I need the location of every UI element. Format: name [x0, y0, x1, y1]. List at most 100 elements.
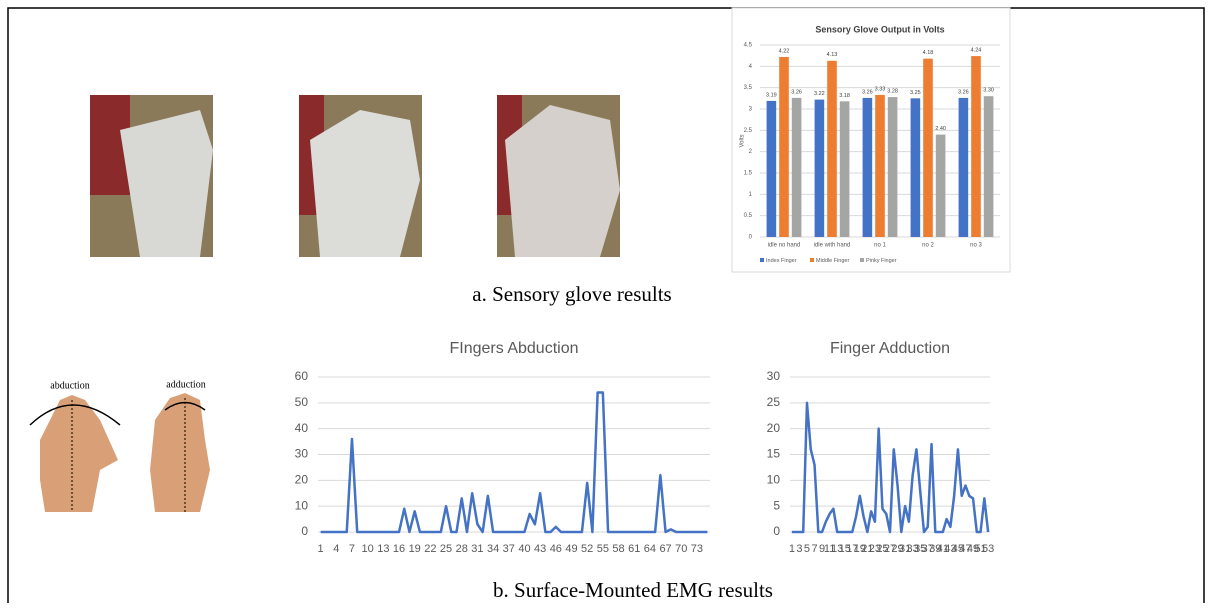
value-label: 3.33: [875, 86, 886, 92]
page: abduction adduction a. Sensory glove res…: [0, 0, 1214, 603]
x-tick-label: 70: [675, 543, 687, 555]
x-tick-label: 46: [550, 543, 562, 555]
glove-photo: [299, 95, 422, 257]
x-tick-label: 3: [796, 543, 802, 555]
y-tick-label: 20: [295, 473, 309, 487]
x-tick-label: no 3: [970, 243, 982, 249]
value-label: 2.40: [935, 126, 946, 132]
x-tick-label: 37: [503, 543, 515, 555]
legend-swatch: [860, 258, 864, 262]
hand-illustration: [30, 393, 210, 512]
value-label: 3.22: [814, 91, 825, 97]
bar: [875, 95, 885, 237]
x-tick-label: 22: [424, 543, 436, 555]
caption: b. Surface-Mounted EMG results: [493, 578, 773, 602]
x-tick-label: 64: [644, 543, 656, 555]
glove-photo: [497, 95, 620, 257]
y-tick-label: 30: [767, 369, 781, 383]
line: [321, 393, 708, 533]
x-tick-label: 4: [333, 543, 339, 555]
y-tick-label: 0: [301, 524, 308, 538]
bar: [815, 100, 825, 237]
value-label: 3.18: [839, 93, 850, 99]
x-tick-label: 73: [691, 543, 703, 555]
y-tick-label: 10: [767, 473, 781, 487]
legend-label: Index Finger: [766, 258, 797, 264]
chart-title: FIngers Abduction: [450, 340, 579, 357]
bar: [971, 56, 981, 237]
x-tick-label: 25: [440, 543, 452, 555]
value-label: 3.26: [958, 89, 969, 95]
y-tick-label: 5: [773, 498, 780, 512]
value-label: 3.19: [766, 92, 777, 98]
y-tick-label: 3.5: [744, 85, 753, 91]
bar: [923, 59, 933, 237]
hand-label: abduction: [50, 380, 89, 391]
y-tick-label: 60: [295, 369, 309, 383]
x-tick-label: 10: [362, 543, 374, 555]
y-tick-label: 0: [773, 524, 780, 538]
x-tick-label: 40: [518, 543, 530, 555]
bar: [767, 101, 777, 237]
bar: [792, 98, 802, 237]
x-tick-label: idle with hand: [814, 243, 851, 249]
bar: [984, 96, 994, 237]
x-tick-label: 13: [377, 543, 389, 555]
y-tick-label: 30: [295, 447, 309, 461]
x-tick-label: 49: [565, 543, 577, 555]
legend-swatch: [810, 258, 814, 262]
chart-title: Sensory Glove Output in Volts: [815, 24, 944, 34]
x-tick-label: 43: [534, 543, 546, 555]
bar: [888, 97, 898, 237]
value-label: 4.13: [827, 52, 838, 58]
x-tick-label: 7: [811, 543, 817, 555]
legend-swatch: [760, 258, 764, 262]
line: [792, 403, 988, 532]
value-label: 3.25: [910, 90, 921, 96]
value-label: 3.26: [791, 89, 802, 95]
bar: [936, 135, 946, 237]
y-tick-label: 1.5: [744, 171, 753, 177]
figure: abduction adduction a. Sensory glove res…: [0, 0, 1214, 603]
glove-photo: [90, 95, 213, 257]
x-tick-label: 28: [456, 543, 468, 555]
chart-title: Finger Adduction: [830, 340, 950, 357]
y-tick-label: 40: [295, 421, 309, 435]
y-tick-label: 50: [295, 395, 309, 409]
value-label: 4.18: [923, 50, 934, 56]
y-tick-label: 2.5: [744, 128, 753, 134]
value-label: 3.30: [983, 88, 994, 94]
legend-label: Middle Finger: [816, 258, 849, 264]
x-tick-label: no 1: [874, 243, 886, 249]
hand-label: adduction: [166, 379, 205, 390]
y-tick-label: 20: [767, 421, 781, 435]
x-tick-label: 52: [581, 543, 593, 555]
x-tick-label: 67: [659, 543, 671, 555]
x-tick-label: 19: [409, 543, 421, 555]
x-tick-label: 7: [349, 543, 355, 555]
value-label: 4.22: [779, 48, 790, 54]
value-label: 3.26: [862, 89, 873, 95]
x-tick-label: 55: [597, 543, 609, 555]
caption: a. Sensory glove results: [472, 282, 671, 306]
y-tick-label: 25: [767, 395, 781, 409]
value-label: 4.24: [971, 48, 982, 54]
x-tick-label: no 2: [922, 243, 934, 249]
x-tick-label: 5: [804, 543, 810, 555]
x-tick-label: 1: [789, 543, 795, 555]
bar: [779, 57, 789, 237]
bar: [827, 61, 837, 237]
bar: [959, 98, 969, 237]
y-tick-label: 10: [295, 498, 309, 512]
bar: [863, 98, 873, 237]
x-tick-label: 53: [982, 543, 994, 555]
x-tick-label: 1: [318, 543, 324, 555]
bar: [911, 98, 921, 237]
y-tick-label: 4.5: [744, 43, 753, 49]
x-tick-label: 16: [393, 543, 405, 555]
legend-label: Pinky Finger: [866, 258, 897, 264]
x-tick-label: 34: [487, 543, 499, 555]
value-label: 3.28: [887, 89, 898, 95]
x-tick-label: 61: [628, 543, 640, 555]
x-tick-label: 31: [471, 543, 483, 555]
